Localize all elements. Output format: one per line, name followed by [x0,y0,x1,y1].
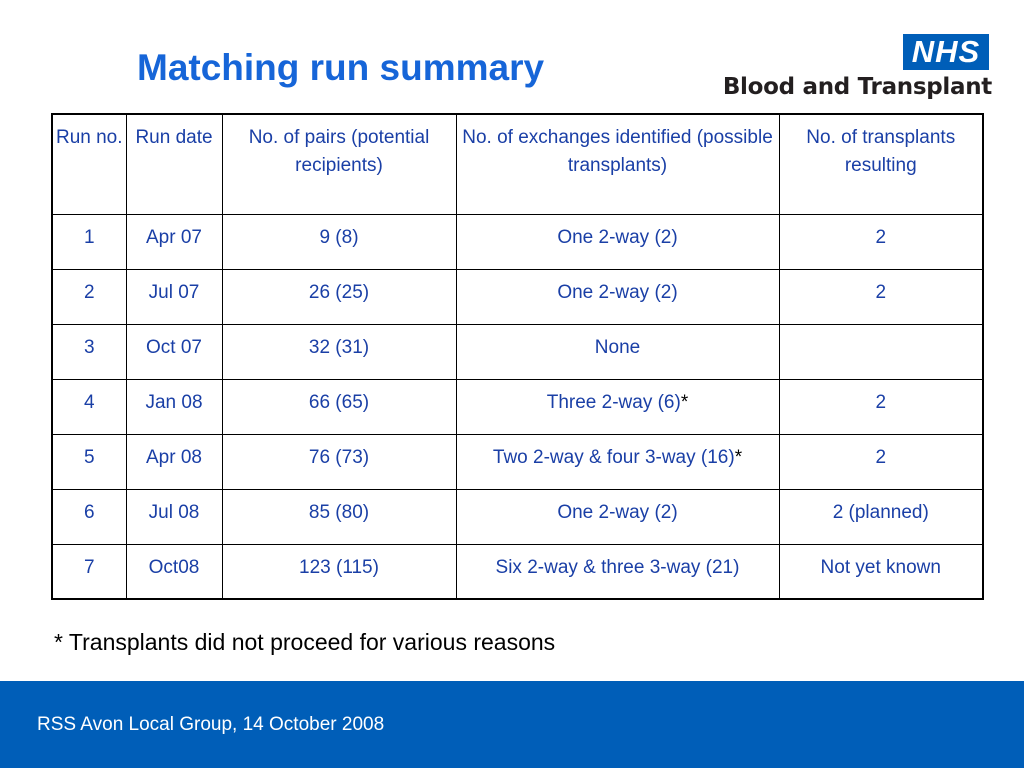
table-row: 7 Oct08 123 (115) Six 2-way & three 3-wa… [51,543,984,600]
cell-transplants [778,323,984,380]
table-header-row: Run no. Run date No. of pairs (potential… [51,113,984,215]
cell-exchanges: One 2-way (2) [455,213,780,270]
cell-exchanges: Three 2-way (6)* [455,378,780,435]
cell-date: Jul 08 [125,488,223,545]
exchanges-text: One 2-way (2) [557,501,678,523]
cell-date: Jan 08 [125,378,223,435]
cell-run: 2 [51,268,127,325]
exchanges-text: One 2-way (2) [557,226,678,248]
cell-exchanges: None [455,323,780,380]
footer-text: RSS Avon Local Group, 14 October 2008 [37,714,385,735]
cell-transplants: 2 (planned) [778,488,984,545]
nhs-badge: NHS [903,34,989,70]
cell-pairs: 26 (25) [221,268,457,325]
exchanges-text: Six 2-way & three 3-way (21) [495,556,740,578]
slide-title: Matching run summary [137,47,545,88]
cell-pairs: 76 (73) [221,433,457,490]
exchanges-text: None [594,336,641,358]
footer-bar: RSS Avon Local Group, 14 October 2008 [0,681,1024,768]
cell-pairs: 85 (80) [221,488,457,545]
header-transplants: No. of transplants resulting [778,113,984,215]
cell-pairs: 9 (8) [221,213,457,270]
cell-exchanges: One 2-way (2) [455,488,780,545]
cell-exchanges: One 2-way (2) [455,268,780,325]
footnote-marker: * [734,446,743,468]
cell-date: Oct 07 [125,323,223,380]
cell-run: 4 [51,378,127,435]
table-row: 5 Apr 08 76 (73) Two 2-way & four 3-way … [51,433,984,490]
table-row: 3 Oct 07 32 (31) None [51,323,984,380]
cell-date: Oct08 [125,543,223,600]
nhs-blood-and-transplant-logo: NHS Blood and Transplant [700,34,992,104]
header-run-no: Run no. [51,113,127,215]
table-row: 6 Jul 08 85 (80) One 2-way (2) 2 (planne… [51,488,984,545]
footnote: * Transplants did not proceed for variou… [54,629,556,655]
table-row: 4 Jan 08 66 (65) Three 2-way (6)* 2 [51,378,984,435]
cell-run: 6 [51,488,127,545]
cell-transplants: 2 [778,268,984,325]
cell-run: 7 [51,543,127,600]
header-pairs: No. of pairs (potential recipients) [221,113,457,215]
footnote-marker: * [680,391,689,413]
cell-date: Jul 07 [125,268,223,325]
cell-run: 3 [51,323,127,380]
table-row: 1 Apr 07 9 (8) One 2-way (2) 2 [51,213,984,270]
cell-run: 1 [51,213,127,270]
cell-pairs: 123 (115) [221,543,457,600]
cell-run: 5 [51,433,127,490]
table-row: 2 Jul 07 26 (25) One 2-way (2) 2 [51,268,984,325]
cell-transplants: 2 [778,213,984,270]
exchanges-text: Two 2-way & four 3-way (16) [492,446,735,468]
cell-exchanges: Six 2-way & three 3-way (21) [455,543,780,600]
cell-pairs: 66 (65) [221,378,457,435]
matching-run-table: Run no. Run date No. of pairs (potential… [51,113,984,600]
cell-date: Apr 08 [125,433,223,490]
cell-transplants: 2 [778,378,984,435]
header-run-date: Run date [125,113,223,215]
cell-exchanges: Two 2-way & four 3-way (16)* [455,433,780,490]
cell-transplants: 2 [778,433,984,490]
exchanges-text: Three 2-way (6) [546,391,681,413]
cell-transplants: Not yet known [778,543,984,600]
header-exchanges: No. of exchanges identified (possible tr… [455,113,780,215]
cell-pairs: 32 (31) [221,323,457,380]
cell-date: Apr 07 [125,213,223,270]
logo-organisation-name: Blood and Transplant [722,74,992,100]
exchanges-text: One 2-way (2) [557,281,678,303]
